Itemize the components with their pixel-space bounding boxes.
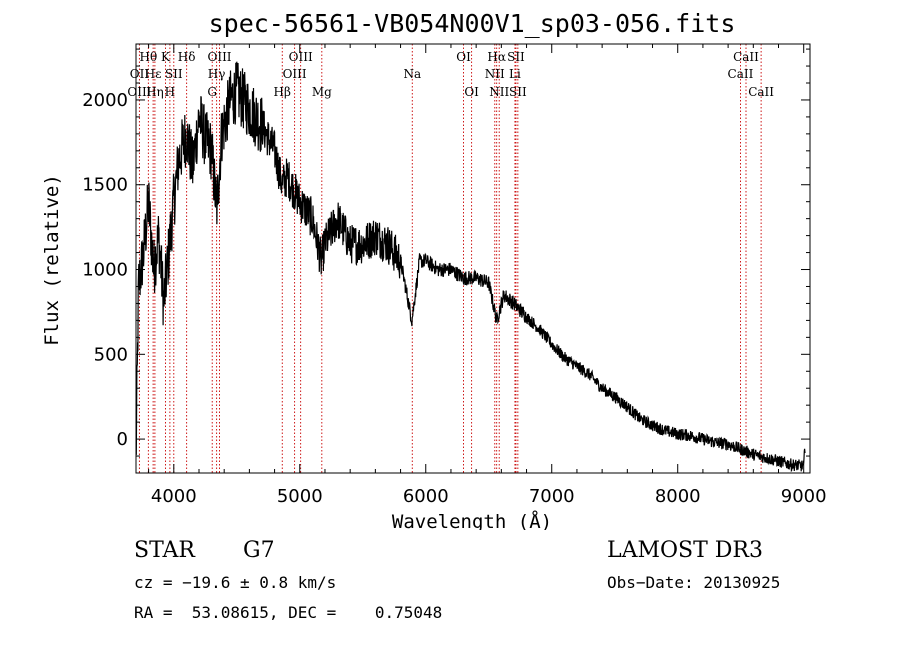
observation-date: Obs−Date: 20130925	[607, 573, 781, 592]
line-label-18: OI	[464, 85, 479, 99]
line-label-7: H	[165, 85, 175, 99]
spectrum-line	[135, 61, 806, 473]
line-label-24: SII	[509, 85, 527, 99]
coordinates: RA = 53.08615, DEC = 0.75048	[134, 603, 443, 622]
line-label-19: Hα	[487, 50, 506, 64]
x-axis-label: Wavelength (Å)	[392, 510, 552, 530]
line-label-27: CaII	[748, 85, 774, 99]
spectrum-chart: spec-56561-VB054N00V1_sp03-056.fits Hθ OI…	[41, 9, 827, 530]
y-axis: 0 500 1000 1500 2000	[82, 48, 810, 457]
x-tick-label-5: 9000	[781, 486, 827, 507]
line-label-4: Hη	[146, 85, 164, 99]
y-tick-label-4: 2000	[82, 90, 128, 111]
x-tick-label-3: 7000	[529, 486, 575, 507]
survey-name: LAMOST DR3	[607, 538, 763, 563]
line-label-12: OIII	[289, 50, 313, 64]
line-label-14: Hβ	[274, 85, 291, 99]
x-tick-label-0: 4000	[151, 486, 197, 507]
chart-title: spec-56561-VB054N00V1_sp03-056.fits	[209, 9, 736, 38]
x-axis: 4000 5000 6000 7000 8000 9000	[148, 44, 827, 507]
y-tick-label-2: 1000	[82, 260, 128, 281]
x-tick-label-4: 8000	[655, 486, 701, 507]
line-markers	[138, 44, 762, 473]
line-label-23: Li	[509, 67, 521, 81]
line-label-0: Hθ	[139, 50, 157, 64]
line-label-22: SII	[507, 50, 525, 64]
line-label-15: Mg	[312, 85, 332, 99]
line-label-9: OIII	[207, 50, 231, 64]
line-labels: Hθ OII OIII Hε Hη K SII H Hδ OIII Hγ G OIII OIII Hβ Mg N…	[127, 50, 774, 99]
y-axis-label: Flux (relative)	[41, 174, 63, 346]
object-subclass: G7	[243, 538, 275, 563]
x-tick-label-2: 6000	[403, 486, 449, 507]
line-label-3: Hε	[145, 67, 162, 81]
y-tick-label-0: 0	[117, 429, 128, 450]
line-label-25: CaII	[733, 50, 759, 64]
y-tick-label-1: 500	[94, 344, 128, 365]
line-label-20: NII	[485, 67, 505, 81]
y-tick-label-3: 1500	[82, 175, 128, 196]
line-label-11: G	[207, 85, 217, 99]
line-label-26: CaII	[728, 67, 754, 81]
x-tick-label-1: 5000	[277, 486, 323, 507]
line-label-10: Hγ	[208, 67, 226, 81]
line-label-8: Hδ	[178, 50, 196, 64]
line-label-21: NII	[489, 85, 509, 99]
line-label-1: OII	[130, 67, 150, 81]
redshift-velocity: cz = −19.6 ± 0.8 km/s	[134, 573, 337, 592]
line-label-17: OI	[456, 50, 471, 64]
object-class: STAR	[134, 538, 195, 563]
line-label-16: Na	[403, 67, 421, 81]
line-label-13: OIII	[283, 67, 307, 81]
line-label-5: K	[161, 50, 171, 64]
plot-frame	[135, 43, 811, 474]
line-label-6: SII	[165, 67, 183, 81]
line-label-2: OIII	[127, 85, 151, 99]
